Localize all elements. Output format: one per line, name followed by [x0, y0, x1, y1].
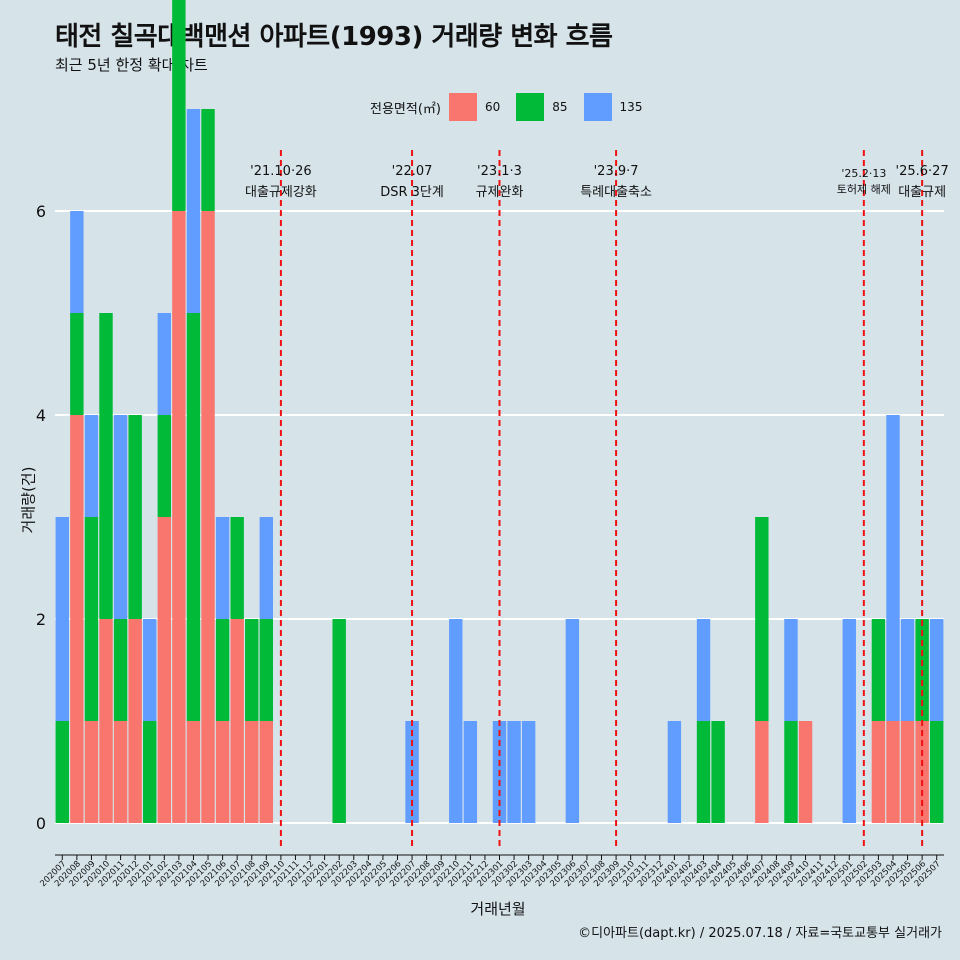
legend-title: 전용면적(㎡): [370, 101, 441, 117]
y-axis-label: 거래량(건): [19, 466, 38, 534]
bar-85: [143, 721, 157, 823]
bar-85: [70, 313, 84, 415]
chart-subtitle: 최근 5년 한정 확대 차트: [55, 56, 208, 74]
bar-85: [201, 109, 215, 211]
y-tick-label: 0: [36, 814, 46, 833]
bar-60: [186, 721, 201, 823]
bar-135: [507, 721, 521, 823]
bar-135: [667, 721, 682, 823]
bar-60: [245, 721, 259, 823]
bar-60: [128, 619, 142, 823]
bar-135: [70, 211, 84, 313]
bar-135: [55, 517, 69, 721]
bar-135: [84, 415, 99, 517]
bar-85: [128, 415, 142, 619]
bar-85: [172, 0, 186, 211]
legend: 전용면적(㎡) 60 85 135: [370, 93, 658, 121]
event-policy-label: 대출규제: [898, 185, 946, 200]
bar-135: [143, 619, 157, 721]
event-date-label: '25.2·13: [841, 167, 886, 180]
bar-85: [332, 619, 346, 823]
bar-60: [172, 211, 186, 823]
bar-135: [900, 619, 915, 721]
bar-60: [113, 721, 128, 823]
bar-135: [463, 721, 478, 823]
bar-85: [245, 619, 259, 721]
legend-key-60: [448, 93, 477, 121]
bar-85: [871, 619, 886, 721]
bar-85: [696, 721, 711, 823]
event-date-label: '21.10·26: [250, 164, 311, 179]
bar-85: [215, 619, 230, 721]
source-caption: ©디아파트(dapt.kr) / 2025.07.18 / 자료=국토교통부 실…: [578, 926, 942, 941]
event-date-label: '22.07: [392, 164, 433, 179]
bar-60: [84, 721, 99, 823]
bar-85: [186, 313, 201, 721]
bar-85: [784, 721, 798, 823]
bar-85: [755, 517, 769, 721]
bar-135: [113, 415, 128, 619]
y-tick-label: 6: [36, 202, 46, 221]
bar-135: [930, 619, 944, 721]
bar-135: [186, 109, 201, 313]
y-tick-label: 4: [36, 406, 46, 425]
bar-85: [113, 619, 128, 721]
bar-85: [84, 517, 99, 721]
event-policy-label: 규제완화: [476, 185, 524, 200]
event-date-label: '25.6·27: [896, 164, 949, 179]
bar-135: [521, 721, 536, 823]
bar-135: [696, 619, 711, 721]
bar-85: [157, 415, 172, 517]
event-policy-label: 특례대출축소: [580, 185, 652, 200]
bar-60: [215, 721, 230, 823]
bar-85: [99, 313, 113, 619]
bar-85: [711, 721, 725, 823]
chart-title: 태전 칠곡대백맨션 아파트(1993) 거래량 변화 흐름: [55, 22, 613, 52]
event-policy-label: 대출규제강화: [245, 185, 317, 200]
bar-60: [886, 721, 900, 823]
bar-135: [449, 619, 463, 823]
bar-60: [871, 721, 886, 823]
event-policy-label: 토허제 해제: [837, 182, 891, 196]
event-date-label: '23.1·3: [477, 164, 522, 179]
bar-60: [230, 619, 244, 823]
bar-60: [259, 721, 274, 823]
bar-135: [565, 619, 580, 823]
bar-85: [930, 721, 944, 823]
legend-key-85: [516, 93, 545, 121]
bar-60: [70, 415, 84, 823]
bar-60: [755, 721, 769, 823]
bar-135: [842, 619, 856, 823]
y-tick-label: 2: [36, 610, 46, 629]
bar-60: [900, 721, 915, 823]
event-date-label: '23.9·7: [594, 164, 639, 179]
bar-60: [157, 517, 172, 823]
bar-135: [784, 619, 798, 721]
bar-85: [55, 721, 69, 823]
bar-85: [230, 517, 244, 619]
bar-60: [201, 211, 215, 823]
legend-label-60: 60: [484, 100, 501, 114]
legend-key-135: [583, 93, 612, 121]
bar-60: [798, 721, 813, 823]
legend-label-135: 135: [619, 100, 643, 114]
bar-135: [886, 415, 900, 721]
x-axis-label: 거래년월: [470, 900, 526, 918]
bar-135: [215, 517, 230, 619]
bar-135: [157, 313, 172, 415]
event-policy-label: DSR 3단계: [380, 185, 444, 200]
bar-60: [99, 619, 113, 823]
legend-label-85: 85: [552, 100, 568, 114]
bar-135: [259, 517, 274, 619]
bar-85: [259, 619, 274, 721]
